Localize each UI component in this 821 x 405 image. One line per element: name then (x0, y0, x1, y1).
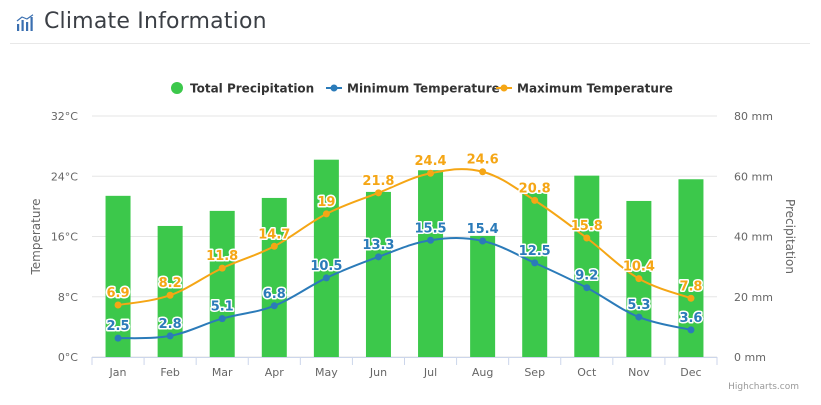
minimum-temperature-point (583, 284, 591, 292)
x-tick-label: May (315, 366, 338, 379)
minimum-temperature-data-label: 3.6 (679, 311, 702, 326)
header: Climate Information (0, 0, 821, 44)
maximum-temperature-data-label: 14.7 (258, 227, 290, 242)
x-tick-label: Oct (577, 366, 597, 379)
minimum-temperature-point (374, 253, 382, 261)
right-tick-label: 0 mm (734, 351, 766, 364)
maximum-temperature-data-label: 20.8 (519, 181, 551, 196)
legend-label-minimum-temperature: Minimum Temperature (347, 82, 500, 96)
minimum-temperature-data-label: 13.3 (362, 238, 394, 253)
left-tick-label: 0°C (58, 351, 78, 364)
maximum-temperature-data-label: 8.2 (159, 276, 182, 291)
precipitation-bar (522, 192, 548, 357)
minimum-temperature-point (635, 313, 643, 321)
left-tick-label: 24°C (51, 170, 78, 183)
credits-link: Highcharts.com (728, 382, 799, 392)
legend-symbol-total-precipitation (171, 82, 183, 94)
x-tick-label: Jul (423, 366, 437, 379)
right-axis-title: Precipitation (783, 199, 797, 274)
maximum-temperature-point (270, 242, 278, 250)
minimum-temperature-data-label: 6.8 (263, 287, 286, 302)
x-tick-label: Dec (680, 366, 701, 379)
left-axis-title: Temperature (29, 198, 43, 275)
precipitation-bar (313, 159, 339, 357)
x-tick-label: Jun (369, 366, 387, 379)
minimum-temperature-point (218, 315, 226, 323)
minimum-temperature-point (687, 326, 695, 334)
minimum-temperature-data-label: 2.8 (159, 317, 182, 332)
precipitation-bar (105, 195, 131, 357)
minimum-temperature-point (427, 236, 435, 244)
left-tick-label: 8°C (58, 291, 78, 304)
left-tick-label: 16°C (51, 231, 78, 244)
maximum-temperature-point (583, 234, 591, 242)
minimum-temperature-data-label: 15.5 (415, 221, 447, 236)
precipitation-bar (261, 197, 287, 357)
x-tick-label: Feb (160, 366, 179, 379)
minimum-temperature-point (114, 334, 122, 342)
maximum-temperature-point (531, 196, 539, 204)
precipitation-bar (209, 210, 235, 357)
header-divider (10, 43, 810, 44)
maximum-temperature-point (479, 168, 487, 176)
maximum-temperature-point (114, 301, 122, 309)
precipitation-bar (574, 175, 600, 357)
maximum-temperature-point (166, 291, 174, 299)
maximum-temperature-data-label: 21.8 (362, 174, 394, 189)
minimum-temperature-data-label: 10.5 (310, 259, 342, 274)
minimum-temperature-data-label: 5.3 (627, 298, 650, 313)
minimum-temperature-data-label: 5.1 (211, 300, 234, 315)
minimum-temperature-point (322, 274, 330, 282)
page-title: Climate Information (44, 9, 267, 34)
right-tick-label: 40 mm (734, 231, 773, 244)
maximum-temperature-data-label: 24.4 (415, 154, 447, 169)
x-tick-label: Nov (628, 366, 650, 379)
right-tick-label: 80 mm (734, 110, 773, 123)
maximum-temperature-line (117, 168, 692, 307)
legend-marker-maximum-temperature (500, 84, 508, 92)
maximum-temperature-point (427, 169, 435, 177)
bar-chart-icon (16, 14, 36, 36)
legend-label-total-precipitation: Total Precipitation (190, 82, 314, 96)
precipitation-bar (418, 170, 444, 357)
minimum-temperature-point (166, 332, 174, 340)
maximum-temperature-data-label: 19 (317, 195, 335, 210)
maximum-temperature-point (374, 189, 382, 197)
maximum-temperature-data-label: 11.8 (206, 249, 238, 264)
x-tick-label: Jan (109, 366, 127, 379)
minimum-temperature-point (479, 237, 487, 245)
maximum-temperature-data-label: 15.8 (571, 219, 603, 234)
minimum-temperature-data-label: 2.5 (107, 319, 130, 334)
maximum-temperature-point (687, 294, 695, 302)
minimum-temperature-data-label: 15.4 (467, 222, 499, 237)
x-tick-label: Sep (524, 366, 545, 379)
legend-marker-minimum-temperature (330, 84, 338, 92)
maximum-temperature-data-label: 6.9 (107, 286, 130, 301)
minimum-temperature-data-label: 9.2 (575, 269, 598, 284)
maximum-temperature-point (218, 264, 226, 272)
maximum-temperature-point (322, 210, 330, 218)
minimum-temperature-data-label: 12.5 (519, 244, 551, 259)
maximum-temperature-data-label: 24.6 (467, 153, 499, 168)
minimum-temperature-point (531, 259, 539, 267)
left-tick-label: 32°C (51, 110, 78, 123)
legend-label-maximum-temperature: Maximum Temperature (517, 82, 673, 96)
maximum-temperature-point (635, 275, 643, 283)
maximum-temperature-data-label: 7.8 (679, 279, 702, 294)
maximum-temperature-data-label: 10.4 (623, 260, 655, 275)
precipitation-bar (365, 191, 391, 357)
minimum-temperature-line (117, 237, 692, 340)
x-tick-label: Apr (265, 366, 285, 379)
right-tick-label: 60 mm (734, 170, 773, 183)
minimum-temperature-point (270, 302, 278, 310)
precipitation-bar (470, 235, 496, 357)
right-tick-label: 20 mm (734, 291, 773, 304)
x-tick-label: Aug (472, 366, 493, 379)
x-tick-label: Mar (212, 366, 233, 379)
